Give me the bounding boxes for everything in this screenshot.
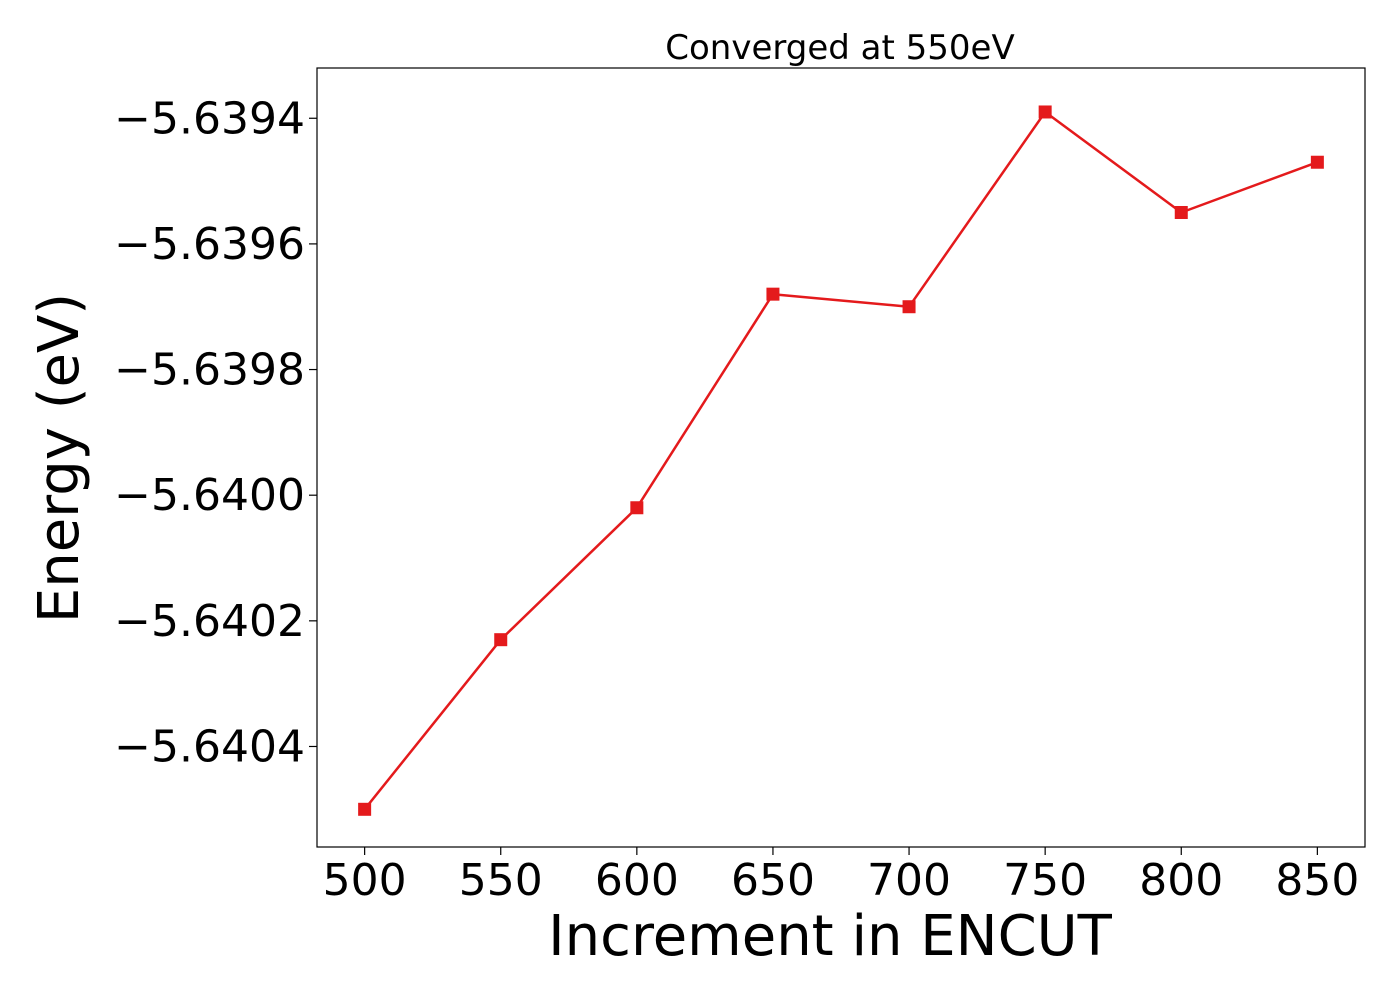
y-tick-label: −5.6402 — [114, 596, 305, 647]
x-tick-label: 550 — [459, 855, 543, 906]
x-tick-label: 800 — [1139, 855, 1223, 906]
data-point-marker — [1174, 205, 1188, 219]
series-line — [363, 110, 1318, 811]
plot-title: Converged at 550eV — [665, 28, 1014, 68]
y-tick-label: −5.6394 — [114, 93, 305, 144]
y-tick-label: −5.6396 — [114, 219, 305, 270]
x-axis-title: Increment in ENCUT — [548, 904, 1113, 969]
data-point-marker — [630, 501, 644, 515]
y-tick-label: −5.6398 — [114, 345, 305, 396]
data-point-marker — [358, 802, 372, 816]
y-axis-title: Energy (eV) — [27, 293, 92, 623]
plot-frame — [316, 67, 1366, 848]
x-tick-label: 750 — [1003, 855, 1087, 906]
x-axis: 500 550 600 650 700 750 800 850 — [323, 847, 1359, 906]
x-tick-label: 500 — [323, 855, 407, 906]
x-tick-label: 650 — [731, 855, 815, 906]
x-tick-label: 600 — [595, 855, 679, 906]
data-point-marker — [494, 633, 508, 647]
y-axis: −5.6394 −5.6396 −5.6398 −5.6400 −5.6402 −5.64… — [114, 93, 317, 772]
y-tick-label: −5.6404 — [114, 721, 305, 772]
x-tick-label: 850 — [1275, 855, 1359, 906]
x-tick-label: 700 — [867, 855, 951, 906]
data-point-marker — [1038, 105, 1052, 119]
data-point-marker — [1310, 155, 1324, 169]
data-point-marker — [766, 287, 780, 301]
y-tick-label: −5.6400 — [114, 470, 305, 521]
series-layer — [358, 105, 1324, 816]
data-point-marker — [902, 300, 916, 314]
